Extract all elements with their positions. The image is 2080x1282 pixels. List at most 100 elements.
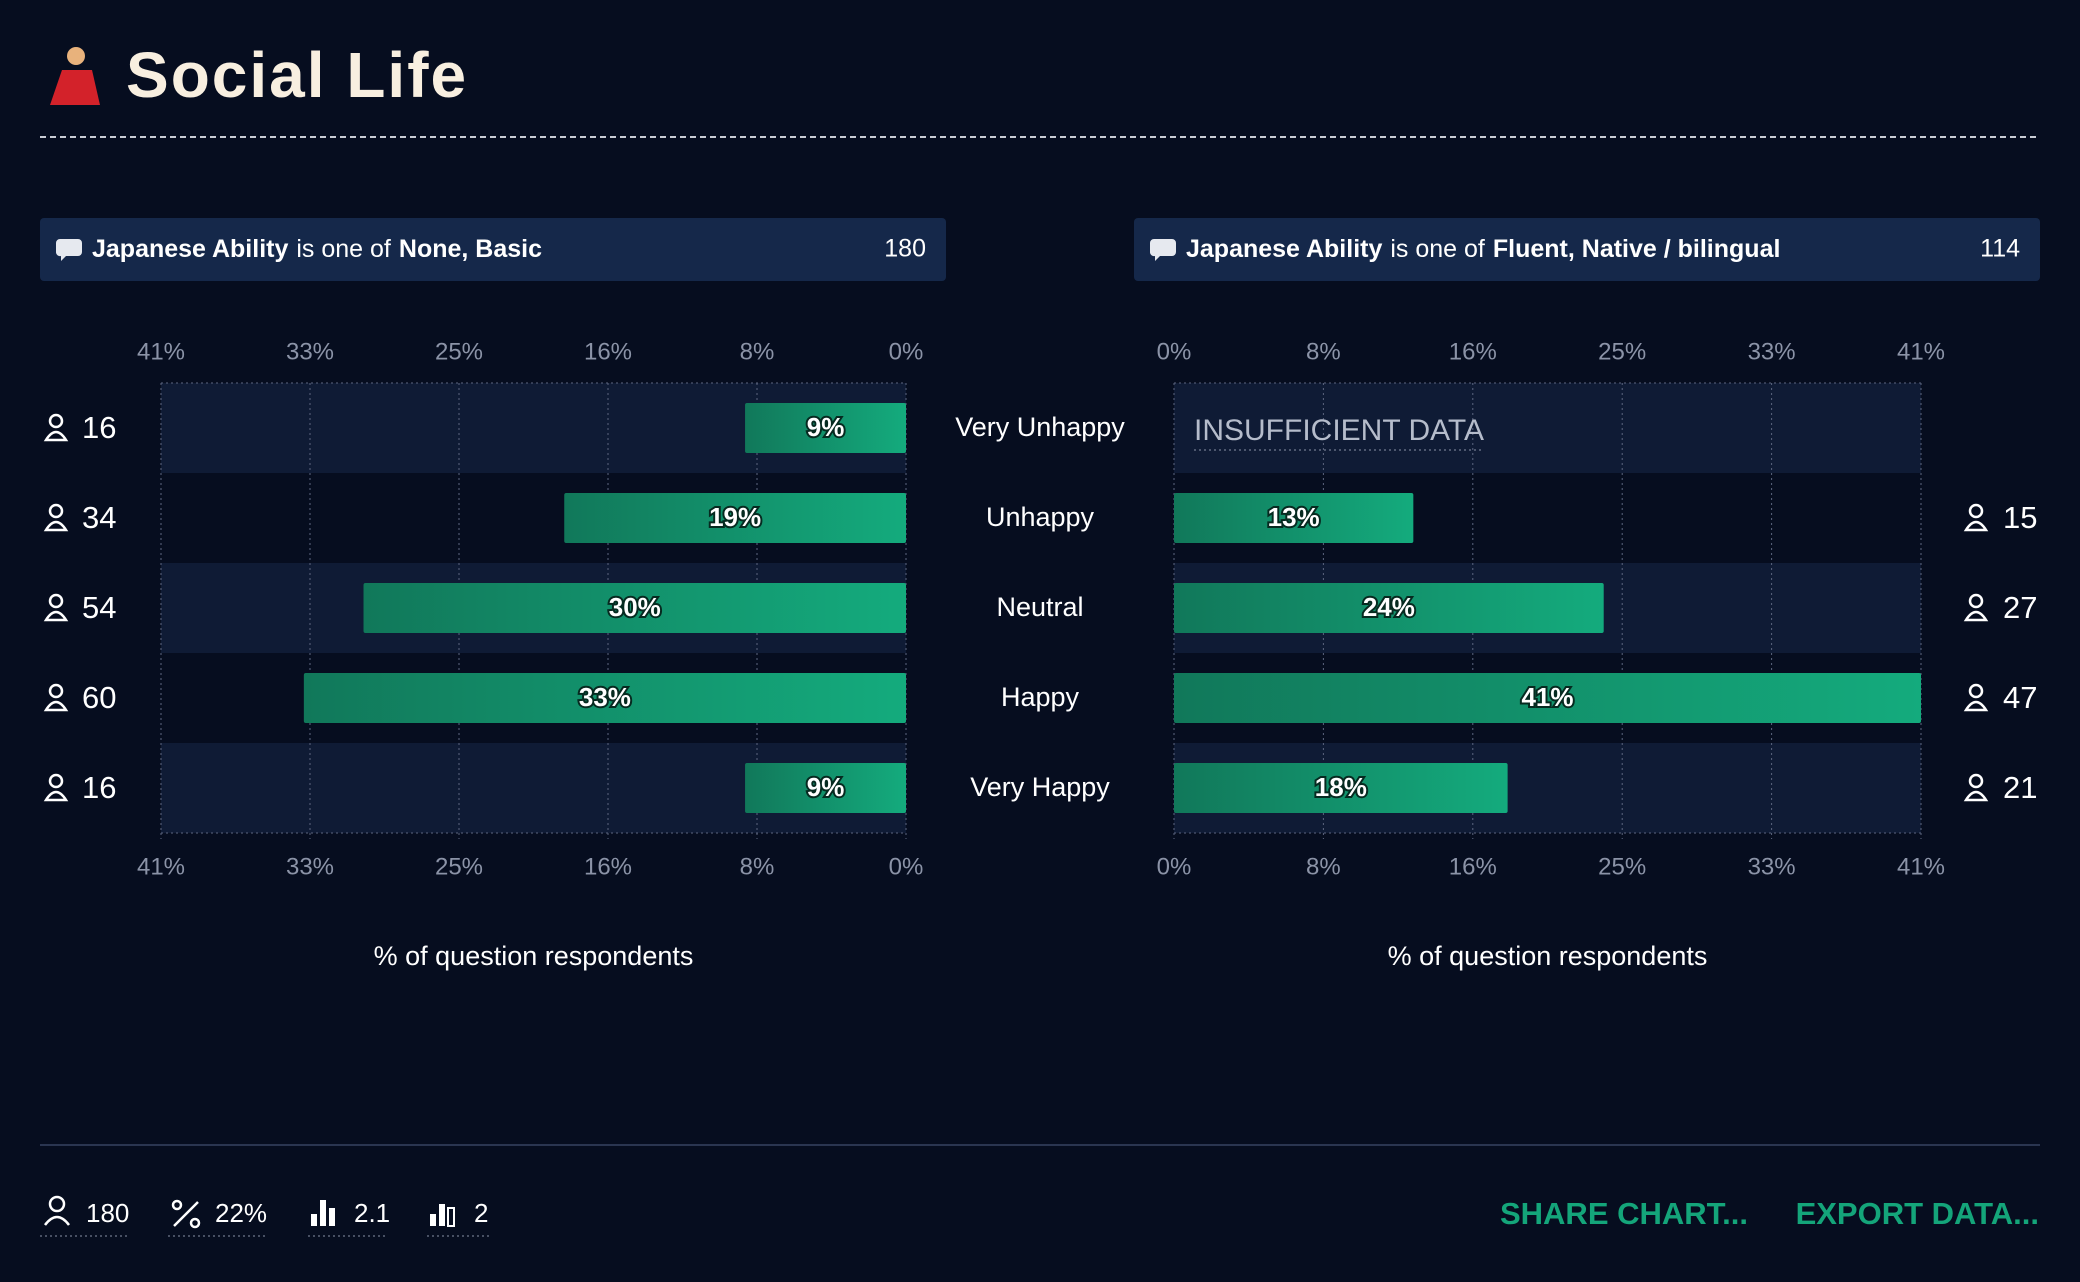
x-tick-label: 41% [137,853,185,880]
respondent-count: 34 [82,500,116,535]
x-tick-label: 8% [1306,853,1341,880]
bar-value-label: 9% [807,412,845,442]
bar [363,583,906,633]
bar [745,763,906,813]
x-tick-label: 16% [584,853,632,880]
bar-value-label: 9% [807,772,845,802]
share-button[interactable]: SHARE CHART... [1500,1196,1748,1231]
x-tick-label: 0% [889,853,924,880]
stat-percent: 22% [215,1198,267,1228]
x-tick-label: 41% [1897,338,1945,365]
x-tick-label: 41% [1897,853,1945,880]
bar [745,403,906,453]
x-tick-label: 0% [1157,338,1192,365]
filter-label: Japanese Ability is one of None, Basic [92,235,542,263]
x-tick-label: 33% [286,853,334,880]
respondent-count: 60 [82,680,116,715]
respondent-count: 16 [82,770,116,805]
respondent-count: 21 [2003,770,2037,805]
bar [1174,493,1414,543]
stat-icon [171,1199,201,1229]
x-tick-label: 25% [435,853,483,880]
icon-body [43,790,69,802]
bar [1174,673,1921,723]
filter-box [40,218,946,281]
stat-icon [44,1195,70,1226]
icon-body [1963,520,1989,532]
x-tick-label: 25% [1598,338,1646,365]
icon-head [1968,503,1984,519]
stat-average: 2.1 [354,1198,390,1228]
comment-icon [55,239,82,261]
category-label: Very Unhappy [955,412,1125,442]
row-band [1174,383,1921,473]
category-label: Unhappy [986,502,1095,532]
comment-icon [1149,239,1176,261]
icon-head [48,593,64,609]
insufficient-data: INSUFFICIENT DATA [1194,414,1484,447]
x-tick-label: 8% [740,338,775,365]
icon-head [48,503,64,519]
person-icon [43,773,69,802]
filter-total: 114 [1980,235,2020,263]
bar-value-label: 30% [609,592,661,622]
category-label: Neutral [996,592,1083,622]
person-icon [1963,593,1989,622]
icon-body [43,430,69,442]
stat-icon [311,1200,335,1226]
icon-head [48,413,64,429]
bar-value-label: 33% [579,682,631,712]
icon-body [1963,790,1989,802]
x-tick-label: 41% [137,338,185,365]
x-tick-label: 33% [1748,338,1796,365]
category-label: Happy [1001,682,1080,712]
stat-median: 2 [474,1198,488,1228]
filter-field: Japanese Ability [92,235,288,263]
bar [564,493,906,543]
person-icon [1963,503,1989,532]
export-button[interactable]: EXPORT DATA... [1796,1196,2039,1231]
bar [1174,763,1508,813]
bar-value-label: 13% [1268,502,1320,532]
x-tick-label: 16% [1449,338,1497,365]
bar [303,673,906,723]
icon-head [1968,773,1984,789]
person-icon [43,683,69,712]
respondent-count: 54 [82,590,116,625]
bar-value-label: 19% [709,502,761,532]
respondent-count: 16 [82,410,116,445]
bar-value-label: 24% [1363,592,1415,622]
stat-icon [430,1204,455,1227]
icon-body [1963,610,1989,622]
bar [1174,583,1604,633]
x-tick-label: 8% [740,853,775,880]
icon-head [1968,593,1984,609]
respondent-count: 47 [2003,680,2037,715]
icon-body [1963,700,1989,712]
filter-field: Japanese Ability [1186,235,1382,263]
filter-label: Japanese Ability is one of Fluent, Native … [1186,235,1780,263]
category-label: Very Happy [970,772,1110,802]
bar-value-label: 18% [1315,772,1367,802]
stat-respondents: 180 [86,1198,129,1228]
icon-head [1968,683,1984,699]
person-icon [43,503,69,532]
x-axis-title: % of question respondents [1388,941,1708,971]
person-icon [1963,683,1989,712]
x-axis-title: % of question respondents [374,941,694,971]
filter-values: Fluent, Native / bilingual [1493,235,1781,263]
x-tick-label: 25% [435,338,483,365]
x-tick-label: 25% [1598,853,1646,880]
x-tick-label: 33% [286,338,334,365]
respondent-count: 15 [2003,500,2037,535]
person-icon [43,593,69,622]
filter-operator: is one of [1390,235,1485,263]
x-tick-label: 33% [1748,853,1796,880]
filter-values: None, Basic [399,235,542,263]
x-tick-label: 16% [1449,853,1497,880]
icon-body [43,520,69,532]
footer-stats: 180 22% 2.1 2 [40,1195,490,1237]
bar-value-label: 41% [1521,682,1573,712]
